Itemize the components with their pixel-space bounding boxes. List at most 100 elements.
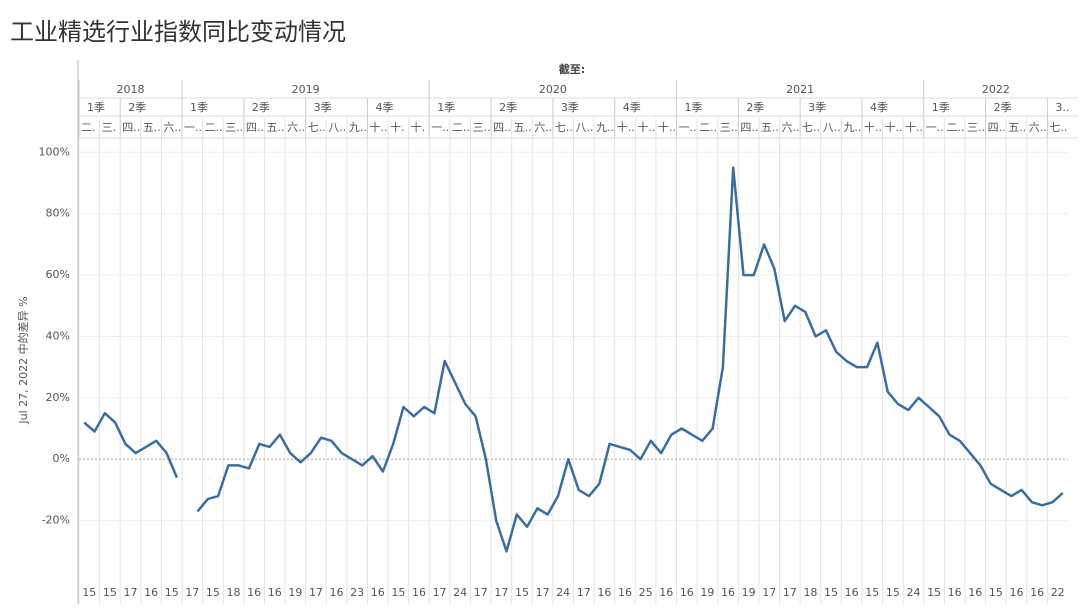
day-label: 16 bbox=[659, 586, 673, 599]
quarter-label: 4季 bbox=[375, 101, 393, 114]
month-label: 五.. bbox=[266, 121, 284, 134]
day-label: 16 bbox=[371, 586, 385, 599]
month-label: 七.. bbox=[555, 121, 573, 134]
month-label: 二.. bbox=[205, 121, 223, 134]
month-label: 八.. bbox=[576, 121, 594, 134]
quarter-label: 1季 bbox=[685, 101, 703, 114]
month-label: 十.. bbox=[369, 120, 387, 134]
month-label: 三.. bbox=[967, 121, 985, 134]
data-line bbox=[83, 166, 1064, 553]
day-label: 15 bbox=[865, 586, 879, 599]
quarter-label: 1季 bbox=[190, 101, 208, 114]
quarter-label: 2季 bbox=[252, 101, 270, 114]
month-label: 三.. bbox=[472, 121, 490, 134]
day-label: 24 bbox=[906, 586, 920, 599]
quarter-label: 2季 bbox=[499, 101, 517, 114]
day-label: 16 bbox=[330, 586, 344, 599]
day-label: 24 bbox=[556, 586, 570, 599]
day-label: 16 bbox=[845, 586, 859, 599]
month-label: 四.. bbox=[122, 121, 140, 134]
day-label: 15 bbox=[886, 586, 900, 599]
header-label: 截至: bbox=[559, 62, 585, 76]
month-label: 六.. bbox=[163, 121, 181, 134]
year-label: 2019 bbox=[292, 83, 320, 96]
month-label: 十.. bbox=[864, 120, 882, 134]
day-label: 19 bbox=[288, 586, 302, 599]
month-label: 一.. bbox=[926, 121, 944, 134]
month-label: 七.. bbox=[308, 121, 326, 134]
year-label: 2021 bbox=[786, 83, 814, 96]
quarter-label: 3季 bbox=[808, 101, 826, 114]
page-title: 工业精选行业指数同比变动情况 bbox=[10, 18, 346, 46]
y-tick-label: 20% bbox=[46, 391, 70, 404]
quarter-label: 4季 bbox=[623, 101, 641, 114]
day-label: 15 bbox=[206, 586, 220, 599]
day-label: 15 bbox=[989, 586, 1003, 599]
y-tick-label: 60% bbox=[46, 268, 70, 281]
month-label: 十.. bbox=[905, 120, 923, 134]
month-label: 五.. bbox=[143, 121, 161, 134]
day-label: 15 bbox=[391, 586, 405, 599]
month-label: 一.. bbox=[431, 121, 449, 134]
month-label: 一.. bbox=[679, 121, 697, 134]
day-label: 16 bbox=[1009, 586, 1023, 599]
day-label: 17 bbox=[474, 586, 488, 599]
month-label: 二. bbox=[81, 121, 96, 134]
day-label: 18 bbox=[227, 586, 241, 599]
month-label: 十. bbox=[411, 120, 426, 134]
day-label: 16 bbox=[597, 586, 611, 599]
day-label: 15 bbox=[824, 586, 838, 599]
quarter-label: 1季 bbox=[437, 101, 455, 114]
month-label: 六.. bbox=[287, 121, 305, 134]
month-label: 五.. bbox=[761, 121, 779, 134]
day-label: 17 bbox=[762, 586, 776, 599]
month-label: 九.. bbox=[349, 121, 367, 134]
day-label: 19 bbox=[700, 586, 714, 599]
quarter-label: 1季 bbox=[932, 101, 950, 114]
day-label: 15 bbox=[103, 586, 117, 599]
day-label: 15 bbox=[515, 586, 529, 599]
month-label: 十.. bbox=[617, 120, 635, 134]
y-tick-label: 0% bbox=[53, 452, 70, 465]
month-label: 一.. bbox=[184, 121, 202, 134]
month-label: 三.. bbox=[225, 121, 243, 134]
y-tick-label: 40% bbox=[46, 329, 70, 342]
month-label: 六.. bbox=[534, 121, 552, 134]
month-label: 九.. bbox=[843, 121, 861, 134]
month-label: 三.. bbox=[720, 121, 738, 134]
day-label: 15 bbox=[82, 586, 96, 599]
day-label: 16 bbox=[412, 586, 426, 599]
quarter-label: 3季 bbox=[314, 101, 332, 114]
year-label: 2018 bbox=[117, 83, 145, 96]
day-label: 19 bbox=[742, 586, 756, 599]
year-label: 2022 bbox=[982, 83, 1010, 96]
day-label: 16 bbox=[968, 586, 982, 599]
day-label: 16 bbox=[247, 586, 261, 599]
day-label: 25 bbox=[639, 586, 653, 599]
day-label: 16 bbox=[144, 586, 158, 599]
month-label: 五.. bbox=[1008, 121, 1026, 134]
month-label: 二.. bbox=[699, 121, 717, 134]
month-label: 四.. bbox=[493, 121, 511, 134]
month-label: 十.. bbox=[658, 120, 676, 134]
month-label: 二.. bbox=[452, 121, 470, 134]
month-label: 八.. bbox=[328, 121, 346, 134]
month-label: 五.. bbox=[514, 121, 532, 134]
day-label: 15 bbox=[927, 586, 941, 599]
month-label: 四.. bbox=[740, 121, 758, 134]
month-label: 十.. bbox=[637, 120, 655, 134]
month-label: 三. bbox=[102, 121, 117, 134]
day-label: 16 bbox=[268, 586, 282, 599]
quarter-label: 2季 bbox=[746, 101, 764, 114]
month-label: 八.. bbox=[823, 121, 841, 134]
quarter-label: 3季 bbox=[561, 101, 579, 114]
quarter-label: 1季 bbox=[87, 101, 105, 114]
y-tick-label: 80% bbox=[46, 207, 70, 220]
day-label: 16 bbox=[618, 586, 632, 599]
month-label: 四.. bbox=[246, 121, 264, 134]
day-label: 15 bbox=[165, 586, 179, 599]
day-label: 24 bbox=[453, 586, 467, 599]
month-label: 六.. bbox=[782, 121, 800, 134]
day-label: 16 bbox=[1030, 586, 1044, 599]
